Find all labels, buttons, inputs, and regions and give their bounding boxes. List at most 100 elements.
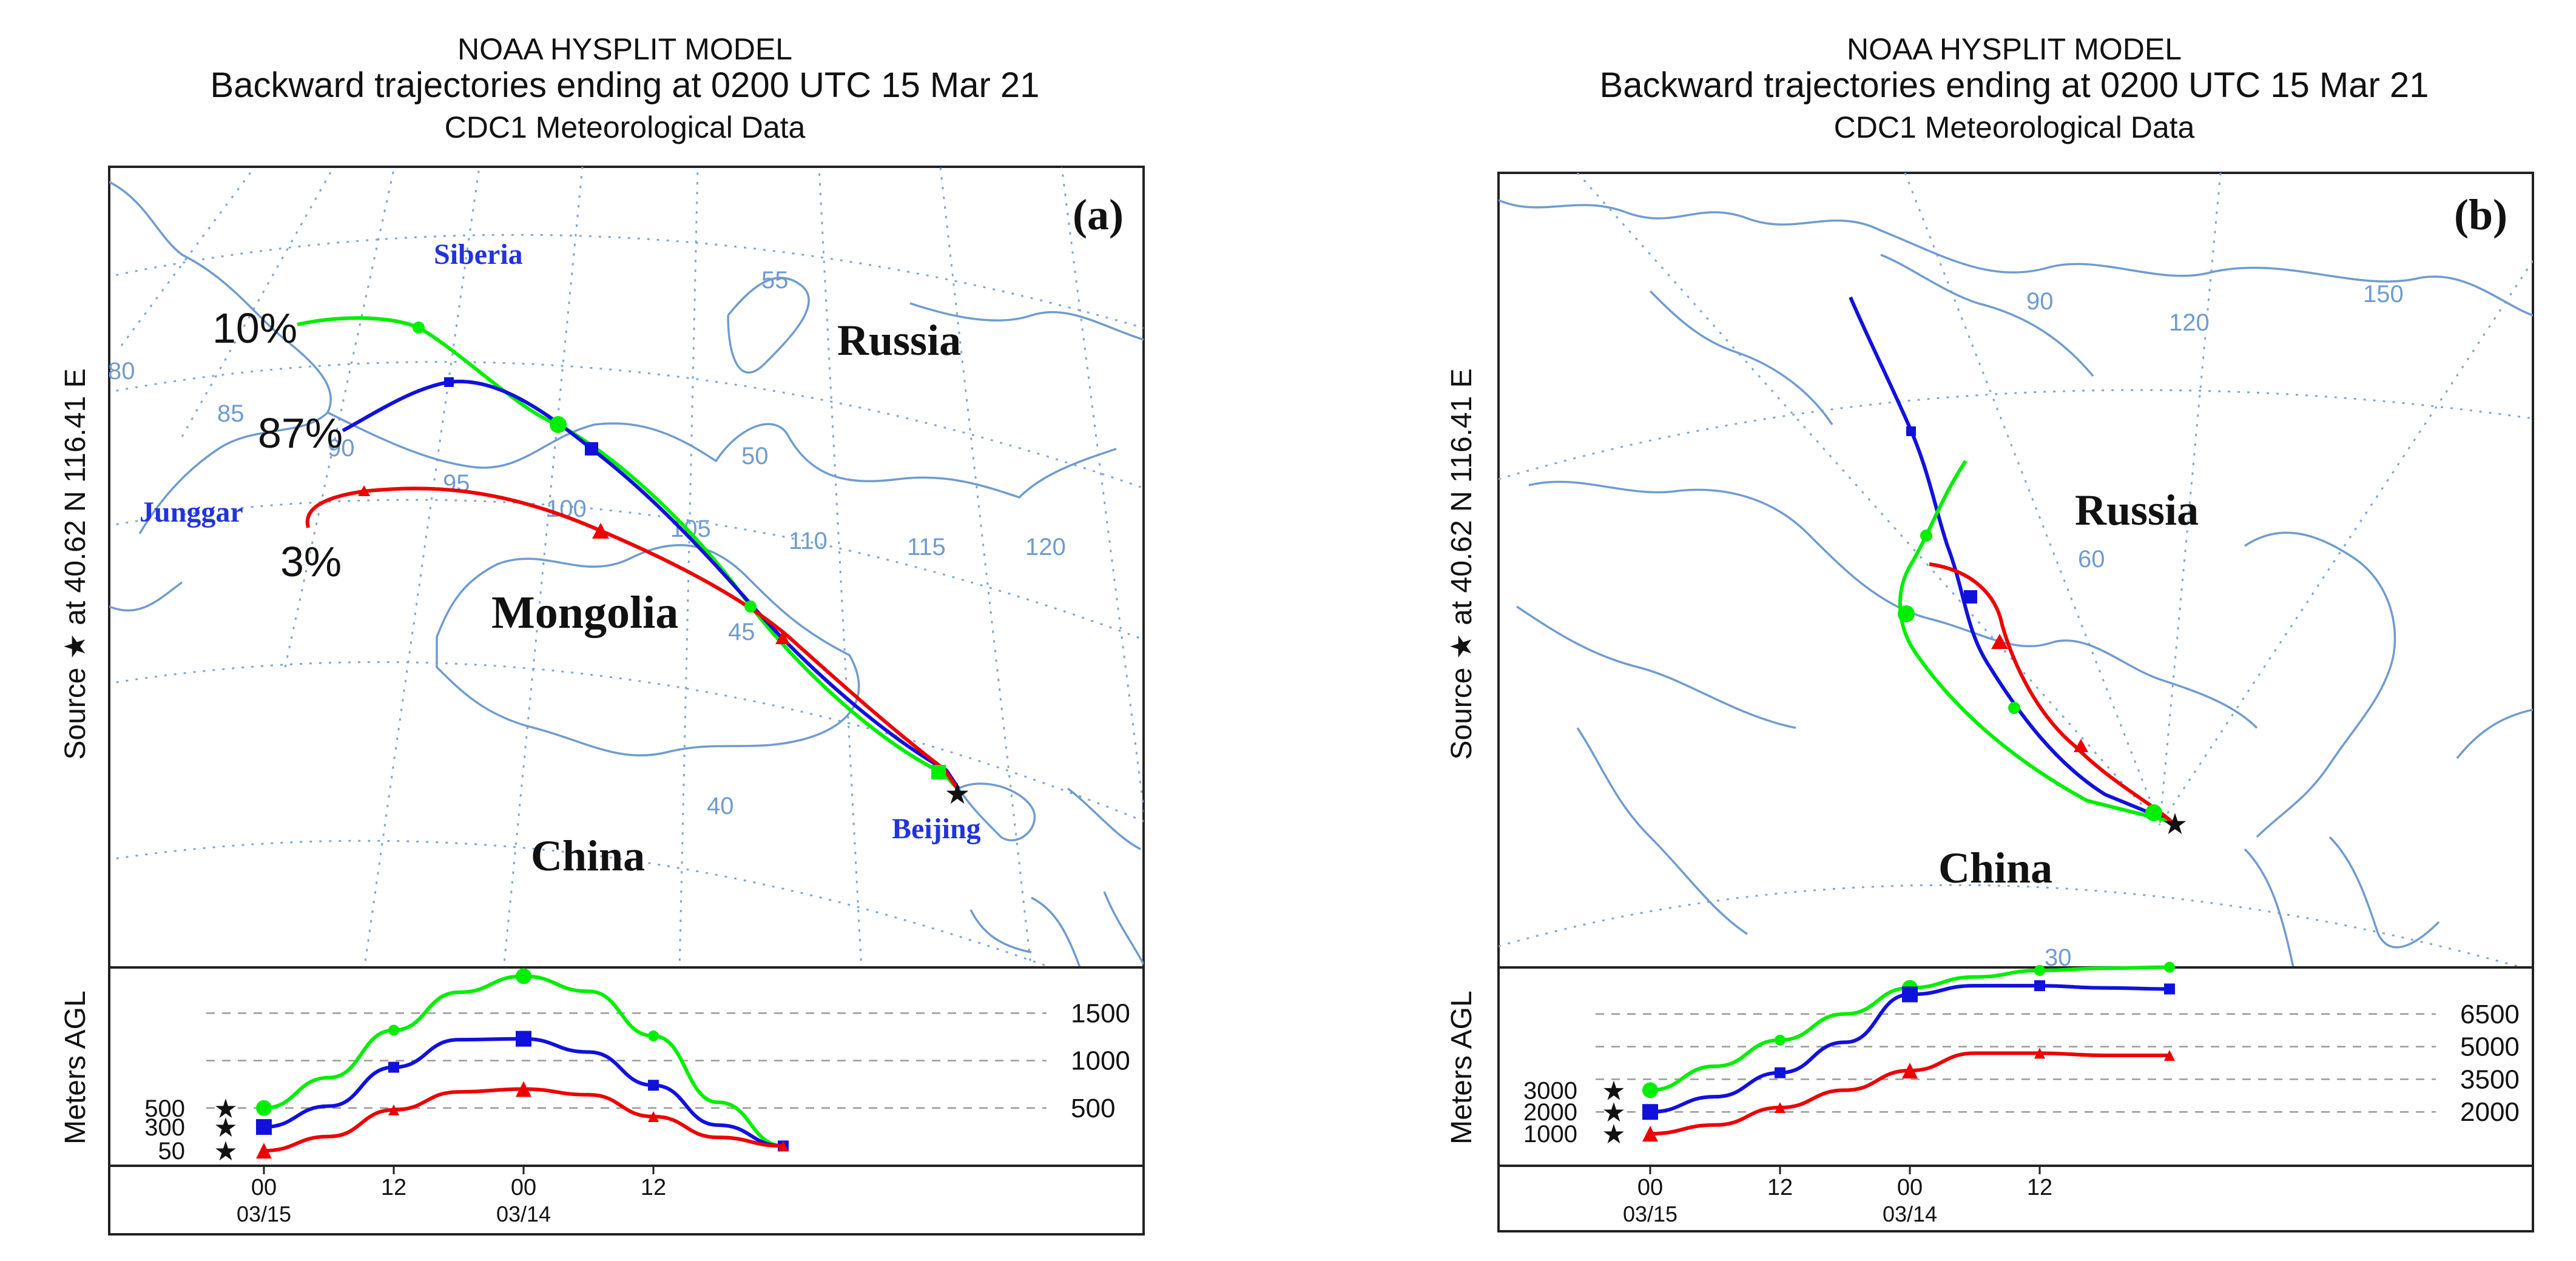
panel-a-map-content: 55 50 45 40 80 85 90 95 100 105 110 115 … <box>109 167 1144 967</box>
height-series-marker <box>1775 1102 1785 1114</box>
panel-b-trajectory-marker <box>1898 605 1915 622</box>
panel-b: NOAA HYSPLIT MODEL Backward trajectories… <box>1446 32 2534 1232</box>
height-series-line <box>1650 984 2170 1114</box>
height-series-marker <box>516 1031 531 1047</box>
height-series-line <box>1650 965 2170 1092</box>
height-series-marker <box>1775 1067 1785 1078</box>
x-tick-label: 00 <box>1637 1175 1663 1200</box>
panel-b-lon-label: 90 <box>2026 288 2054 315</box>
height-series-marker <box>256 1119 272 1135</box>
x-tick-label: 00 <box>511 1175 536 1200</box>
panel-a-lat-label: 50 <box>741 443 769 469</box>
start-height-label: 300 <box>144 1114 185 1141</box>
start-height-label: 3000 <box>1523 1077 1577 1104</box>
panel-a-title-line-2: Backward trajectories ending at 0200 UTC… <box>211 66 1040 105</box>
panel-b-label-china: China <box>1938 844 2052 892</box>
start-star: ★ <box>214 1137 237 1166</box>
panel-a-lon-label: 110 <box>789 528 828 554</box>
panel-a-trajectory-green <box>297 316 959 790</box>
panel-b-lon-label: 120 <box>2169 309 2210 336</box>
panel-b-source-label: Source ★ at 40.62 N 116.41 E <box>1446 368 1478 759</box>
panel-b-trajectory-red <box>1929 562 2173 824</box>
panel-a-cluster-label-red: 3% <box>280 538 342 585</box>
height-series-marker <box>1902 1063 1918 1079</box>
panel-a-trajectory-marker <box>931 765 946 779</box>
start-star: ★ <box>214 1094 237 1124</box>
x-tick-label: 00 <box>251 1175 277 1200</box>
panel-a-trajectory-blue <box>342 379 960 790</box>
height-tick-label: 500 <box>1071 1094 1115 1123</box>
height-tick-label: 5000 <box>2460 1032 2520 1062</box>
height-series-marker <box>1775 1034 1785 1046</box>
panel-a-lon-label: 120 <box>1025 534 1066 560</box>
panel-b-lat-label: 60 <box>2078 546 2105 573</box>
x-tick-label: 12 <box>1767 1175 1793 1200</box>
panel-a-lon-label: 90 <box>328 435 355 462</box>
panel-a-lat-label: 55 <box>761 267 789 294</box>
height-series-marker <box>388 1024 399 1036</box>
x-tick-label: 00 <box>1897 1175 1923 1200</box>
panel-a-longitude-lines <box>120 167 1144 967</box>
panel-a-lat-label: 40 <box>707 793 734 819</box>
panel-a-map-frame <box>108 166 1145 969</box>
panel-b-title-line-2: Backward trajectories ending at 0200 UTC… <box>1600 66 2429 105</box>
height-series-marker <box>2034 965 2045 976</box>
height-series-marker <box>516 968 531 984</box>
start-height-label: 1000 <box>1523 1121 1577 1148</box>
panel-a-cluster-label-green: 10% <box>212 304 297 352</box>
panel-b-trajectory-marker <box>1964 590 1977 604</box>
panel-a-label-china: China <box>531 832 645 880</box>
panel-b-trajectory-marker <box>1991 634 2008 649</box>
panel-a-label-junggar: Junggar <box>140 496 243 528</box>
start-star: ★ <box>214 1113 237 1143</box>
panel-a-trajectory-marker <box>744 600 757 613</box>
panel-b-map-content: 60 30 90 120 150 ★ Russia China <box>1499 173 2533 971</box>
panel-b-graticule <box>1499 173 2533 967</box>
panel-b-trajectory-blue <box>1849 296 2173 824</box>
height-series-marker <box>2164 1049 2175 1061</box>
start-star: ★ <box>1602 1076 1625 1106</box>
panel-a-title-line-1: NOAA HYSPLIT MODEL <box>457 32 792 66</box>
start-star: ★ <box>1602 1098 1625 1128</box>
panel-a-source-star: ★ <box>944 778 970 810</box>
panel-a-latitude-lines <box>109 234 1144 967</box>
panel-b-trajectory-marker <box>2145 804 2162 821</box>
panel-a-lat-label: 45 <box>728 619 755 645</box>
panel-a-lon-label: 115 <box>907 534 946 560</box>
height-series-marker <box>2164 961 2175 973</box>
panel-b-ylabel: Meters AGL <box>1446 990 1478 1144</box>
panel-a-trajectory-marker <box>775 631 790 644</box>
start-height-label: 2000 <box>1523 1099 1577 1126</box>
height-series-marker <box>1902 986 1918 1003</box>
panel-b-title-line-3: CDC1 Meteorological Data <box>1834 110 2195 144</box>
panel-b-lat-label: 30 <box>2045 944 2072 971</box>
panel-a-trajectory-marker <box>413 321 425 334</box>
height-series-marker <box>388 1104 399 1115</box>
panel-a-label-mongolia: Mongolia <box>491 587 678 638</box>
height-series-marker <box>388 1061 399 1073</box>
start-star: ★ <box>1602 1120 1625 1149</box>
panel-a-lon-label: 85 <box>217 400 244 427</box>
height-series-marker <box>1642 1126 1658 1142</box>
height-tick-label: 3500 <box>2460 1064 2520 1094</box>
panel-b-map-frame <box>1497 172 2534 969</box>
height-series-marker <box>648 1080 659 1091</box>
height-series-marker <box>1642 1104 1658 1120</box>
panel-a-ylabel: Meters AGL <box>59 990 92 1144</box>
x-date-label: 03/14 <box>1883 1202 1937 1226</box>
panel-b-height-frame <box>1497 966 2534 1232</box>
x-tick-label: 12 <box>2027 1175 2052 1200</box>
height-series-marker <box>2034 980 2045 992</box>
x-date-label: 03/15 <box>1623 1202 1677 1226</box>
height-series-marker <box>2164 983 2175 995</box>
panel-a-trajectory-marker <box>358 485 370 496</box>
height-tick-label: 1000 <box>1071 1046 1130 1076</box>
height-series-marker <box>648 1030 659 1041</box>
height-series-marker <box>516 1081 531 1097</box>
panel-a-height-frame <box>108 966 1145 1236</box>
panel-a-trajectory-marker <box>444 377 454 387</box>
panel-a-label-beijing: Beijing <box>892 813 981 845</box>
x-tick-label: 12 <box>641 1175 666 1200</box>
height-series-marker <box>778 1140 789 1152</box>
